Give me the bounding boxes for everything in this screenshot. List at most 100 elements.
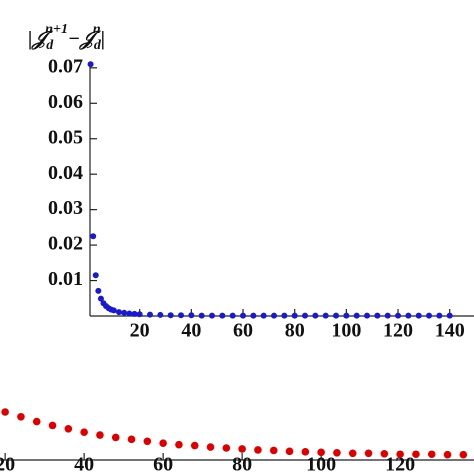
point: [343, 312, 350, 319]
point: [374, 312, 381, 319]
point: [281, 312, 288, 319]
point: [254, 446, 262, 454]
point: [238, 445, 246, 453]
point: [178, 312, 185, 319]
point: [443, 450, 452, 459]
x-tick-label: 100: [306, 454, 336, 474]
point: [157, 311, 164, 318]
point: [271, 312, 278, 319]
point: [348, 449, 357, 458]
point: [384, 312, 391, 319]
y-label-part: −: [68, 28, 80, 50]
y-label-part: |: [28, 28, 32, 50]
point: [198, 312, 205, 319]
y-tick-label: 0.04: [48, 162, 83, 184]
point: [396, 450, 404, 459]
point: [317, 448, 325, 457]
x-tick-label: 40: [181, 320, 201, 342]
point: [17, 413, 25, 421]
point: [95, 287, 102, 294]
point: [446, 312, 453, 319]
y-label-part: d: [46, 38, 54, 53]
point: [322, 312, 329, 319]
point: [136, 311, 143, 318]
point: [219, 312, 226, 319]
point: [147, 311, 154, 318]
point: [80, 428, 88, 436]
y-axis-label: |𝒥dn+1−𝒥dn|: [28, 22, 105, 53]
point: [312, 312, 319, 319]
y-label-part: d: [94, 38, 102, 53]
point: [412, 450, 420, 459]
point: [111, 433, 120, 442]
point: [175, 440, 183, 449]
x-tick-label: 20: [0, 454, 15, 474]
point: [395, 312, 402, 319]
point: [222, 444, 231, 452]
point: [159, 439, 167, 448]
point: [229, 312, 236, 319]
y-tick-label: 0.02: [48, 233, 83, 255]
x-tick-label: 60: [153, 454, 173, 474]
point: [121, 309, 128, 316]
y-tick-label: 0.01: [48, 268, 83, 290]
point: [364, 312, 371, 319]
point: [92, 272, 99, 279]
point: [426, 312, 433, 319]
point: [209, 312, 216, 319]
point: [415, 312, 422, 319]
x-tick-label: 100: [331, 320, 361, 342]
y-tick-label: 0.07: [48, 55, 83, 77]
point: [127, 435, 136, 444]
point: [364, 449, 373, 458]
point: [143, 437, 152, 446]
point: [126, 310, 133, 317]
x-tick-label: 20: [130, 320, 150, 342]
point: [459, 450, 468, 459]
point: [260, 312, 267, 319]
y-label-part: n+1: [45, 22, 68, 37]
point: [131, 310, 138, 317]
point: [116, 309, 123, 316]
point: [405, 312, 412, 319]
point: [302, 312, 309, 319]
point: [353, 312, 360, 319]
x-tick-label: 140: [435, 320, 465, 342]
point: [97, 295, 104, 302]
point: [1, 408, 9, 416]
point: [167, 312, 174, 319]
x-tick-label: 120: [383, 320, 413, 342]
y-tick-label: 0.06: [48, 91, 83, 113]
point: [269, 446, 278, 455]
x-tick-label: 80: [232, 454, 252, 474]
point: [110, 307, 117, 314]
point: [250, 312, 257, 319]
point: [380, 449, 389, 458]
point: [240, 312, 247, 319]
point: [190, 441, 199, 450]
y-tick-label: 0.03: [48, 197, 83, 219]
point: [64, 425, 73, 433]
point: [206, 443, 215, 451]
point: [301, 448, 310, 456]
x-tick-label: 120: [385, 454, 415, 474]
x-tick-label: 80: [285, 320, 305, 342]
point: [291, 312, 298, 319]
y-tick-label: 0.05: [48, 126, 83, 148]
point: [436, 312, 443, 319]
point: [285, 447, 294, 456]
y-label-part: |: [101, 28, 105, 50]
point: [427, 450, 436, 459]
point: [96, 431, 104, 439]
point: [32, 417, 41, 426]
point: [90, 233, 97, 240]
point: [87, 61, 94, 68]
point: [188, 312, 195, 319]
point: [333, 312, 340, 319]
x-tick-label: 40: [74, 454, 94, 474]
y-label-part: n: [93, 22, 101, 37]
point: [48, 421, 57, 430]
point: [333, 449, 341, 457]
x-tick-label: 60: [233, 320, 253, 342]
